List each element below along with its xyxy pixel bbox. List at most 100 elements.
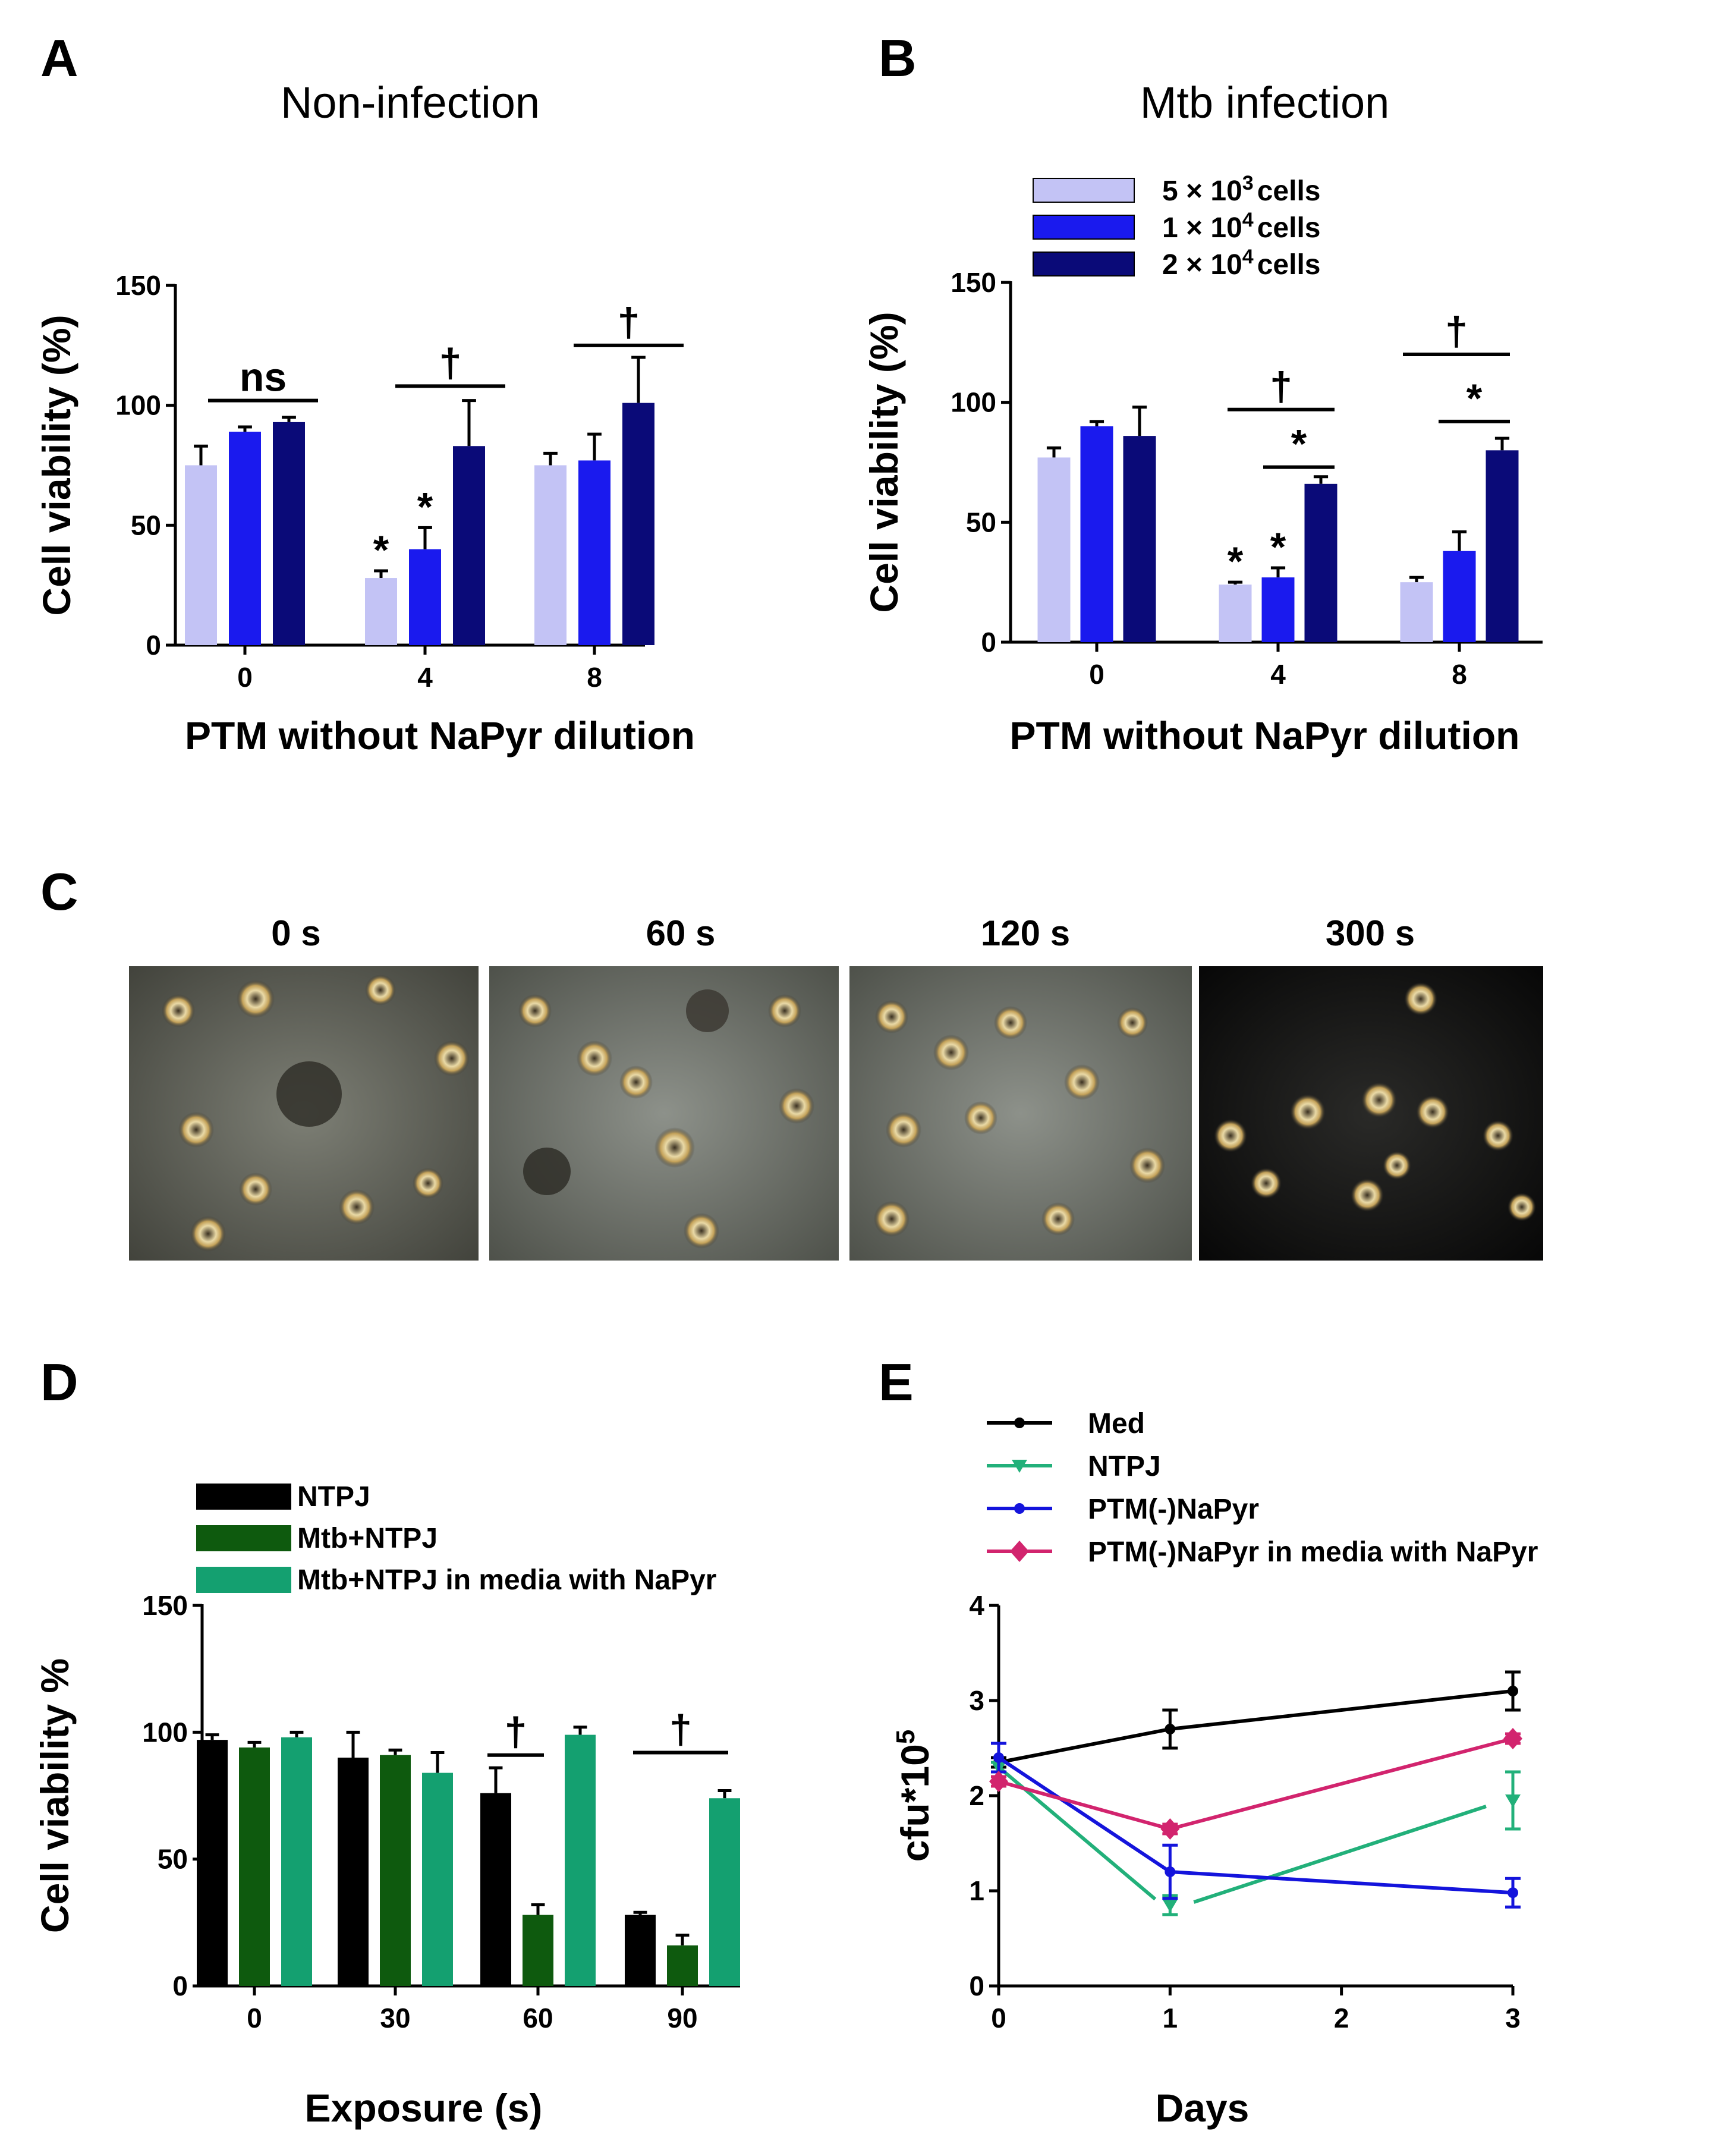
data-point-diamond — [989, 1771, 1008, 1792]
data-point-diamond — [1503, 1728, 1522, 1749]
micrograph-label-60s: 60 s — [646, 913, 716, 953]
x-tick-label: 8 — [587, 662, 602, 693]
micrograph-panel: 0 s 60 s 120 s 300 s — [129, 913, 1543, 1261]
y-tick-label: 100 — [115, 390, 161, 421]
significance-marker: † — [439, 340, 462, 385]
y-tick-label: 0 — [172, 1970, 188, 2001]
legend-swatch — [1033, 178, 1135, 203]
micrograph-label-300s: 300 s — [1326, 913, 1415, 953]
bar-1-10-cells — [1080, 426, 1113, 642]
bar-5-10-cells — [1400, 582, 1433, 642]
panel-letter-e: E — [879, 1353, 914, 1412]
legend-label: 2 × 104 cells — [1162, 246, 1320, 281]
legend-label: PTM(-)NaPyr in media with NaPyr — [1088, 1536, 1538, 1568]
legend-label: 1 × 104 cells — [1162, 209, 1320, 244]
x-tick-label: 0 — [991, 2003, 1006, 2034]
significance-star: * — [1270, 524, 1286, 570]
significance-marker: † — [669, 1706, 692, 1752]
y-tick-label: 100 — [951, 387, 996, 418]
bar-2-10-cells — [1123, 436, 1156, 642]
bar-2-10-cells — [1304, 483, 1338, 642]
legend-swatch — [1033, 252, 1135, 276]
bar-5-10-cells — [1037, 457, 1071, 642]
significance-star: * — [373, 527, 389, 573]
chart-e: 0 1 2 3 4 0 1 2 3 Days cfu*105 Med NTPJ PTM(-)NaPyr PT… — [891, 1408, 1538, 2130]
y-axis-label: Cell viability (%) — [34, 315, 78, 615]
x-tick-label: 30 — [380, 2003, 410, 2034]
bar-mtb-ntpj — [239, 1747, 270, 1986]
significance-marker: † — [618, 300, 640, 345]
legend-swatch — [196, 1567, 291, 1593]
significance-marker: ns — [240, 355, 287, 400]
legend-marker — [1010, 1541, 1029, 1562]
data-point — [1165, 1866, 1176, 1877]
data-point — [993, 1752, 1004, 1763]
panel-letter-a: A — [40, 29, 78, 87]
bar-mtb-ntpj — [667, 1945, 698, 1986]
x-axis-label: Days — [1156, 2086, 1250, 2130]
y-tick-label: 150 — [142, 1590, 188, 1621]
bar-mtb-ntpj-in-media-with-napyr — [709, 1798, 740, 1986]
y-tick-label: 0 — [981, 627, 996, 658]
y-tick-label: 100 — [142, 1717, 188, 1748]
panel-letter-d: D — [40, 1353, 78, 1412]
bar-5-10-cells — [1219, 584, 1252, 642]
y-tick-label: 150 — [115, 270, 161, 301]
y-tick-label: 1 — [969, 1875, 984, 1906]
data-point-diamond — [1160, 1818, 1180, 1840]
bar-ntpj — [480, 1793, 511, 1986]
chart-a: Non-infection 0 50 100 150 0 4 8 PTM without NaP… — [34, 78, 695, 758]
y-axis-label: Cell viability % — [33, 1658, 77, 1933]
bar-ntpj — [338, 1758, 369, 1986]
legend-label: Mtb+NTPJ — [297, 1523, 438, 1554]
y-tick-label: 50 — [966, 507, 996, 538]
y-axis-label: cfu*105 — [891, 1730, 937, 1862]
legend-label: 5 × 103 cells — [1162, 172, 1320, 207]
data-point — [1508, 1686, 1518, 1696]
legend-label: Mtb+NTPJ in media with NaPyr — [297, 1564, 716, 1596]
legend-label: NTPJ — [1088, 1451, 1161, 1482]
legend-swatch — [1033, 215, 1135, 240]
chart-b: Mtb infection 0 50 100 150 0 4 8 PTM without NaP… — [862, 78, 1543, 758]
x-axis-label: PTM without NaPyr dilution — [1010, 714, 1520, 758]
bar-mtb-ntpj-in-media-with-napyr — [281, 1737, 312, 1986]
series-line-0 — [998, 1689, 1513, 1764]
bar-5-10-cells — [365, 578, 397, 645]
micrograph-60s — [489, 966, 839, 1261]
bar-1-10-cells — [229, 432, 261, 645]
bar-1-10-cells — [409, 549, 441, 645]
y-tick-label: 2 — [969, 1780, 984, 1811]
significance-marker: * — [1291, 422, 1307, 467]
data-point-triangle — [1505, 1794, 1521, 1808]
y-tick-label: 3 — [969, 1685, 984, 1716]
data-point-triangle — [1162, 1899, 1178, 1912]
series-line-2 — [997, 1756, 1513, 1895]
bar-2-10-cells — [622, 403, 654, 645]
series-line-3 — [998, 1737, 1513, 1831]
legend-swatch — [196, 1525, 291, 1551]
x-tick-label: 60 — [523, 2003, 553, 2034]
bar-2-10-cells — [273, 422, 305, 645]
legend-swatch — [196, 1484, 291, 1510]
x-tick-label: 4 — [417, 662, 433, 693]
x-tick-label: 3 — [1505, 2003, 1521, 2034]
y-tick-label: 0 — [146, 630, 161, 661]
bar-1-10-cells — [1261, 577, 1295, 642]
legend-marker — [1014, 1418, 1025, 1428]
bar-2-10-cells — [1486, 450, 1519, 642]
significance-marker: † — [1445, 309, 1468, 354]
bar-mtb-ntpj — [523, 1915, 553, 1986]
x-axis-label: Exposure (s) — [305, 2086, 543, 2130]
bar-ntpj — [625, 1915, 656, 1986]
x-axis-label: PTM without NaPyr dilution — [185, 714, 695, 758]
micrograph-300s — [1199, 966, 1543, 1261]
y-tick-label: 50 — [131, 510, 161, 540]
y-tick-label: 4 — [969, 1590, 984, 1621]
legend-label: Med — [1088, 1408, 1145, 1440]
x-tick-label: 90 — [667, 2003, 697, 2034]
x-tick-label: 0 — [1089, 659, 1104, 690]
x-tick-label: 2 — [1334, 2003, 1349, 2034]
micrograph-0s — [129, 966, 479, 1261]
x-tick-label: 4 — [1270, 659, 1286, 690]
